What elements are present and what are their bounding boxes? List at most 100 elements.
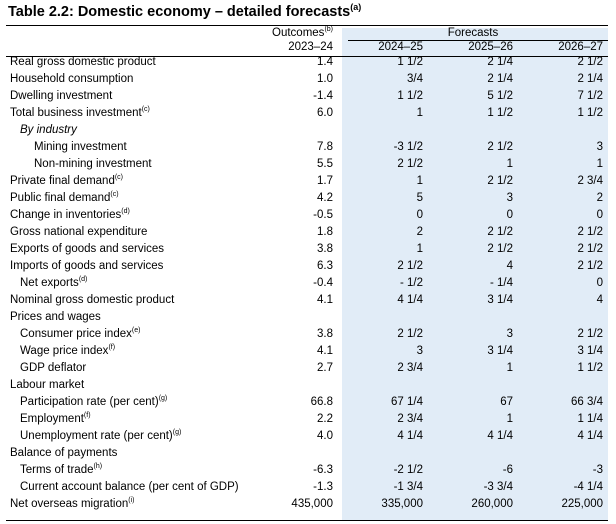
outcome-cell: -0.4 xyxy=(313,277,333,289)
forecast-cell: 4 xyxy=(506,260,513,272)
forecast-cell: 2 1/4 xyxy=(487,73,513,85)
row-label: Unemployment rate (per cent)(g) xyxy=(20,429,182,442)
forecast-cell xyxy=(338,309,428,326)
outcome-cell: -1.3 xyxy=(313,481,333,493)
outcome-cell: 7.8 xyxy=(317,141,333,153)
outcome-cell: 5.5 xyxy=(317,158,333,170)
outcome-cell: 6.0 xyxy=(317,107,333,119)
outcome-cell: -0.5 xyxy=(313,209,333,221)
forecast-cell xyxy=(428,377,518,394)
forecast-cell: 0 xyxy=(596,277,604,289)
outcome-cell: 1.8 xyxy=(317,226,333,238)
forecast-cell: 4 1/4 xyxy=(487,430,513,442)
forecast-cell xyxy=(428,445,518,462)
outcome-cell: 4.2 xyxy=(317,192,333,204)
forecast-cell: 4 xyxy=(596,294,604,306)
forecast-cell: 2 3/4 xyxy=(397,362,423,374)
forecast-cell: -4 1/4 xyxy=(573,481,604,493)
table-title: Table 2.2: Domestic economy – detailed f… xyxy=(8,2,362,20)
table-row: Imports of goods and services 6.3 2 1/2 4 2 … xyxy=(6,258,608,275)
forecast-cell: 2 xyxy=(596,192,604,204)
forecast-cell: 3 xyxy=(506,328,513,340)
forecast-cell: 1 1/2 xyxy=(577,362,604,374)
forecast-cell: 1 xyxy=(416,175,423,187)
table-row: Exports of goods and services 3.8 1 2 1/2 2 … xyxy=(6,241,608,258)
row-label: Consumer price index(e) xyxy=(20,327,141,340)
table-row: Unemployment rate (per cent)(g) 4.0 4 1/4 4… xyxy=(6,428,608,445)
header-rule xyxy=(6,56,608,57)
row-label: Nominal gross domestic product xyxy=(10,294,175,306)
table-row: Mining investment 7.8 -3 1/2 2 1/2 3 xyxy=(6,139,608,156)
forecast-cell: 7 1/2 xyxy=(577,90,604,102)
forecast-cell: 67 1/4 xyxy=(391,396,423,408)
year-header: 2024–25 xyxy=(378,41,423,53)
forecast-cell: 2 3/4 xyxy=(577,175,604,187)
forecast-cell: - 1/2 xyxy=(399,277,423,289)
row-label: Exports of goods and services xyxy=(10,243,165,255)
row-label: By industry xyxy=(20,124,77,136)
row-label: Imports of goods and services xyxy=(10,260,164,272)
forecast-cell xyxy=(518,122,608,139)
row-label: Dwelling investment xyxy=(10,90,113,102)
outcome-cell: -1.4 xyxy=(313,90,333,102)
forecast-cell: 2 1/2 xyxy=(577,260,604,272)
table-row: Wage price index(f) 4.1 3 3 1/4 3 1/4 xyxy=(6,343,608,360)
header-row-labels: Outcomes(b) Forecasts xyxy=(6,26,608,40)
forecast-cell: 67 xyxy=(500,396,513,408)
outcome-cell: -6.3 xyxy=(313,464,333,476)
row-label: Non-mining investment xyxy=(34,158,152,170)
table-row: Participation rate (per cent)(g) 66.8 67 1… xyxy=(6,394,608,411)
row-label: Terms of trade(h) xyxy=(20,463,103,476)
forecast-cell: 335,000 xyxy=(381,498,423,510)
forecast-cell: -1 3/4 xyxy=(393,481,423,493)
forecast-cell: 3 xyxy=(596,141,604,153)
forecast-cell: 1 1/2 xyxy=(577,107,604,119)
forecast-cell: -3 1/2 xyxy=(393,141,423,153)
forecast-cell: - 1/4 xyxy=(489,277,513,289)
outcome-cell: 3.8 xyxy=(317,328,333,340)
forecast-cell: 2 1/4 xyxy=(487,56,513,68)
outcome-cell: 4.1 xyxy=(317,294,333,306)
table-row: Total business investment(c) 6.0 1 1 1/2 1 1… xyxy=(6,105,608,122)
forecast-cell: 3 1/4 xyxy=(487,345,513,357)
forecast-cell: 2 1/2 xyxy=(487,141,513,153)
row-label: Participation rate (per cent)(g) xyxy=(20,395,168,408)
row-label: Wage price index(f) xyxy=(20,344,116,357)
outcome-cell: 435,000 xyxy=(291,498,333,510)
forecasts-header: Forecasts xyxy=(447,27,499,39)
row-label: Employment(f) xyxy=(20,412,91,425)
table-row: Non-mining investment 5.5 2 1/2 1 1 xyxy=(6,156,608,173)
forecast-cell: 4 1/4 xyxy=(397,430,423,442)
table-row: GDP deflator 2.7 2 3/4 1 1 1/2 xyxy=(6,360,608,377)
row-label: Private final demand(c) xyxy=(10,174,124,187)
forecast-cell xyxy=(338,122,428,139)
row-label: Net overseas migration(i) xyxy=(10,497,135,510)
outcome-cell: 2.2 xyxy=(317,413,333,425)
table-row: Nominal gross domestic product 4.1 4 1/4 3 … xyxy=(6,292,608,309)
forecast-cell: 1 xyxy=(506,413,513,425)
forecast-cell: 0 xyxy=(506,209,513,221)
forecast-cell: 2 3/4 xyxy=(397,413,423,425)
table-row: Terms of trade(h) -6.3 -2 1/2 -6 -3 xyxy=(6,462,608,479)
forecast-cell: 2 1/2 xyxy=(487,243,513,255)
forecast-cell: 5 xyxy=(416,192,423,204)
row-label: Net exports(d) xyxy=(20,276,88,289)
row-label: Prices and wages xyxy=(10,311,101,323)
bottom-rule xyxy=(6,520,608,521)
row-label: GDP deflator xyxy=(20,362,87,374)
forecast-cell: 225,000 xyxy=(561,498,604,510)
year-header: 2023–24 xyxy=(288,41,333,53)
outcome-cell xyxy=(261,377,338,394)
forecast-cell: 1 xyxy=(416,243,423,255)
table-row: Change in inventories(d) -0.5 0 0 0 xyxy=(6,207,608,224)
forecast-cell xyxy=(428,122,518,139)
forecast-cell xyxy=(518,445,608,462)
outcome-cell: 3.8 xyxy=(317,243,333,255)
forecast-cell: 2 1/2 xyxy=(577,56,604,68)
table-row: By industry xyxy=(6,122,608,139)
forecast-cell xyxy=(338,377,428,394)
table-row: Gross national expenditure 1.8 2 2 1/2 2 1/2 xyxy=(6,224,608,241)
outcome-cell: 6.3 xyxy=(317,260,333,272)
outcome-cell xyxy=(261,122,338,139)
forecast-cell: 1 xyxy=(506,362,513,374)
